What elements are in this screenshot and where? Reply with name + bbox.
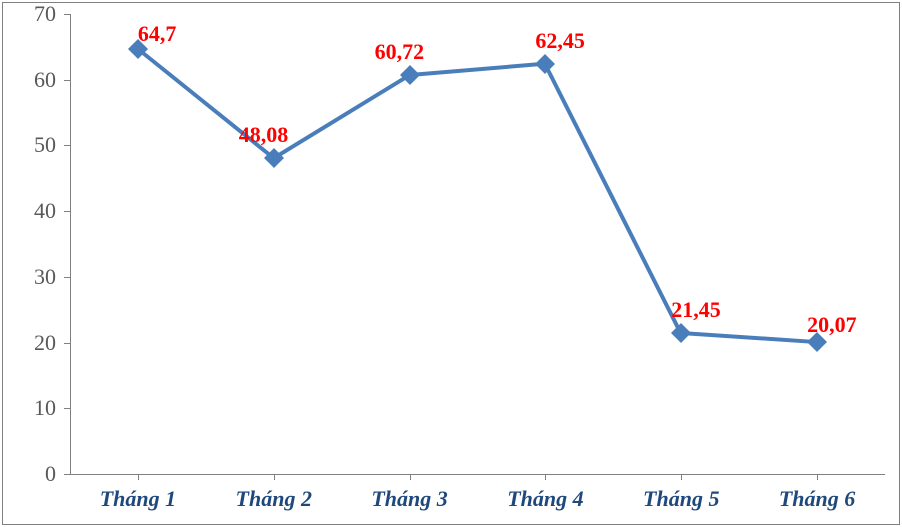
- x-axis-tick-label: Tháng 6: [779, 486, 855, 512]
- x-axis-tick: [274, 474, 275, 480]
- x-axis-tick-label: Tháng 5: [643, 486, 719, 512]
- data-label: 62,45: [535, 28, 585, 54]
- x-axis-tick-label: Tháng 1: [100, 486, 176, 512]
- chart-outer-border: [2, 2, 900, 525]
- y-axis-tick-label: 60: [6, 67, 56, 93]
- chart-container: 0 10 20 30 40 50 60 70 Tháng 1 Tháng 2 Tháng 3 Thán…: [0, 0, 902, 527]
- y-axis-tick-label: 0: [6, 461, 56, 487]
- y-axis-tick-label: 20: [6, 330, 56, 356]
- y-axis-tick-label: 40: [6, 198, 56, 224]
- x-axis-tick: [138, 474, 139, 480]
- y-axis-tick-label: 50: [6, 132, 56, 158]
- x-axis-tick: [410, 474, 411, 480]
- x-axis-tick-label: Tháng 3: [371, 486, 447, 512]
- y-axis-tick: [64, 343, 70, 344]
- y-axis-tick: [64, 277, 70, 278]
- y-axis-tick: [64, 145, 70, 146]
- data-label: 21,45: [671, 297, 721, 323]
- x-axis-tick: [817, 474, 818, 480]
- x-axis-tick-label: Tháng 4: [507, 486, 583, 512]
- y-axis-tick-label: 10: [6, 395, 56, 421]
- y-axis-tick: [64, 80, 70, 81]
- y-axis-tick-label: 70: [6, 1, 56, 27]
- x-axis-tick: [681, 474, 682, 480]
- y-axis-tick: [64, 408, 70, 409]
- data-label: 64,7: [138, 21, 177, 47]
- y-axis-tick: [64, 14, 70, 15]
- y-axis-tick: [64, 474, 70, 475]
- x-axis-line: [70, 474, 885, 475]
- x-axis-tick: [545, 474, 546, 480]
- y-axis-line: [70, 14, 71, 474]
- data-label: 20,07: [807, 312, 857, 338]
- y-axis-tick-label: 30: [6, 264, 56, 290]
- data-label: 48,08: [239, 122, 289, 148]
- x-axis-tick-label: Tháng 2: [236, 486, 312, 512]
- data-label: 60,72: [375, 39, 425, 65]
- y-axis-tick: [64, 211, 70, 212]
